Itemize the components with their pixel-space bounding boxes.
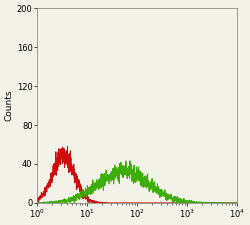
- Y-axis label: Counts: Counts: [5, 90, 14, 121]
